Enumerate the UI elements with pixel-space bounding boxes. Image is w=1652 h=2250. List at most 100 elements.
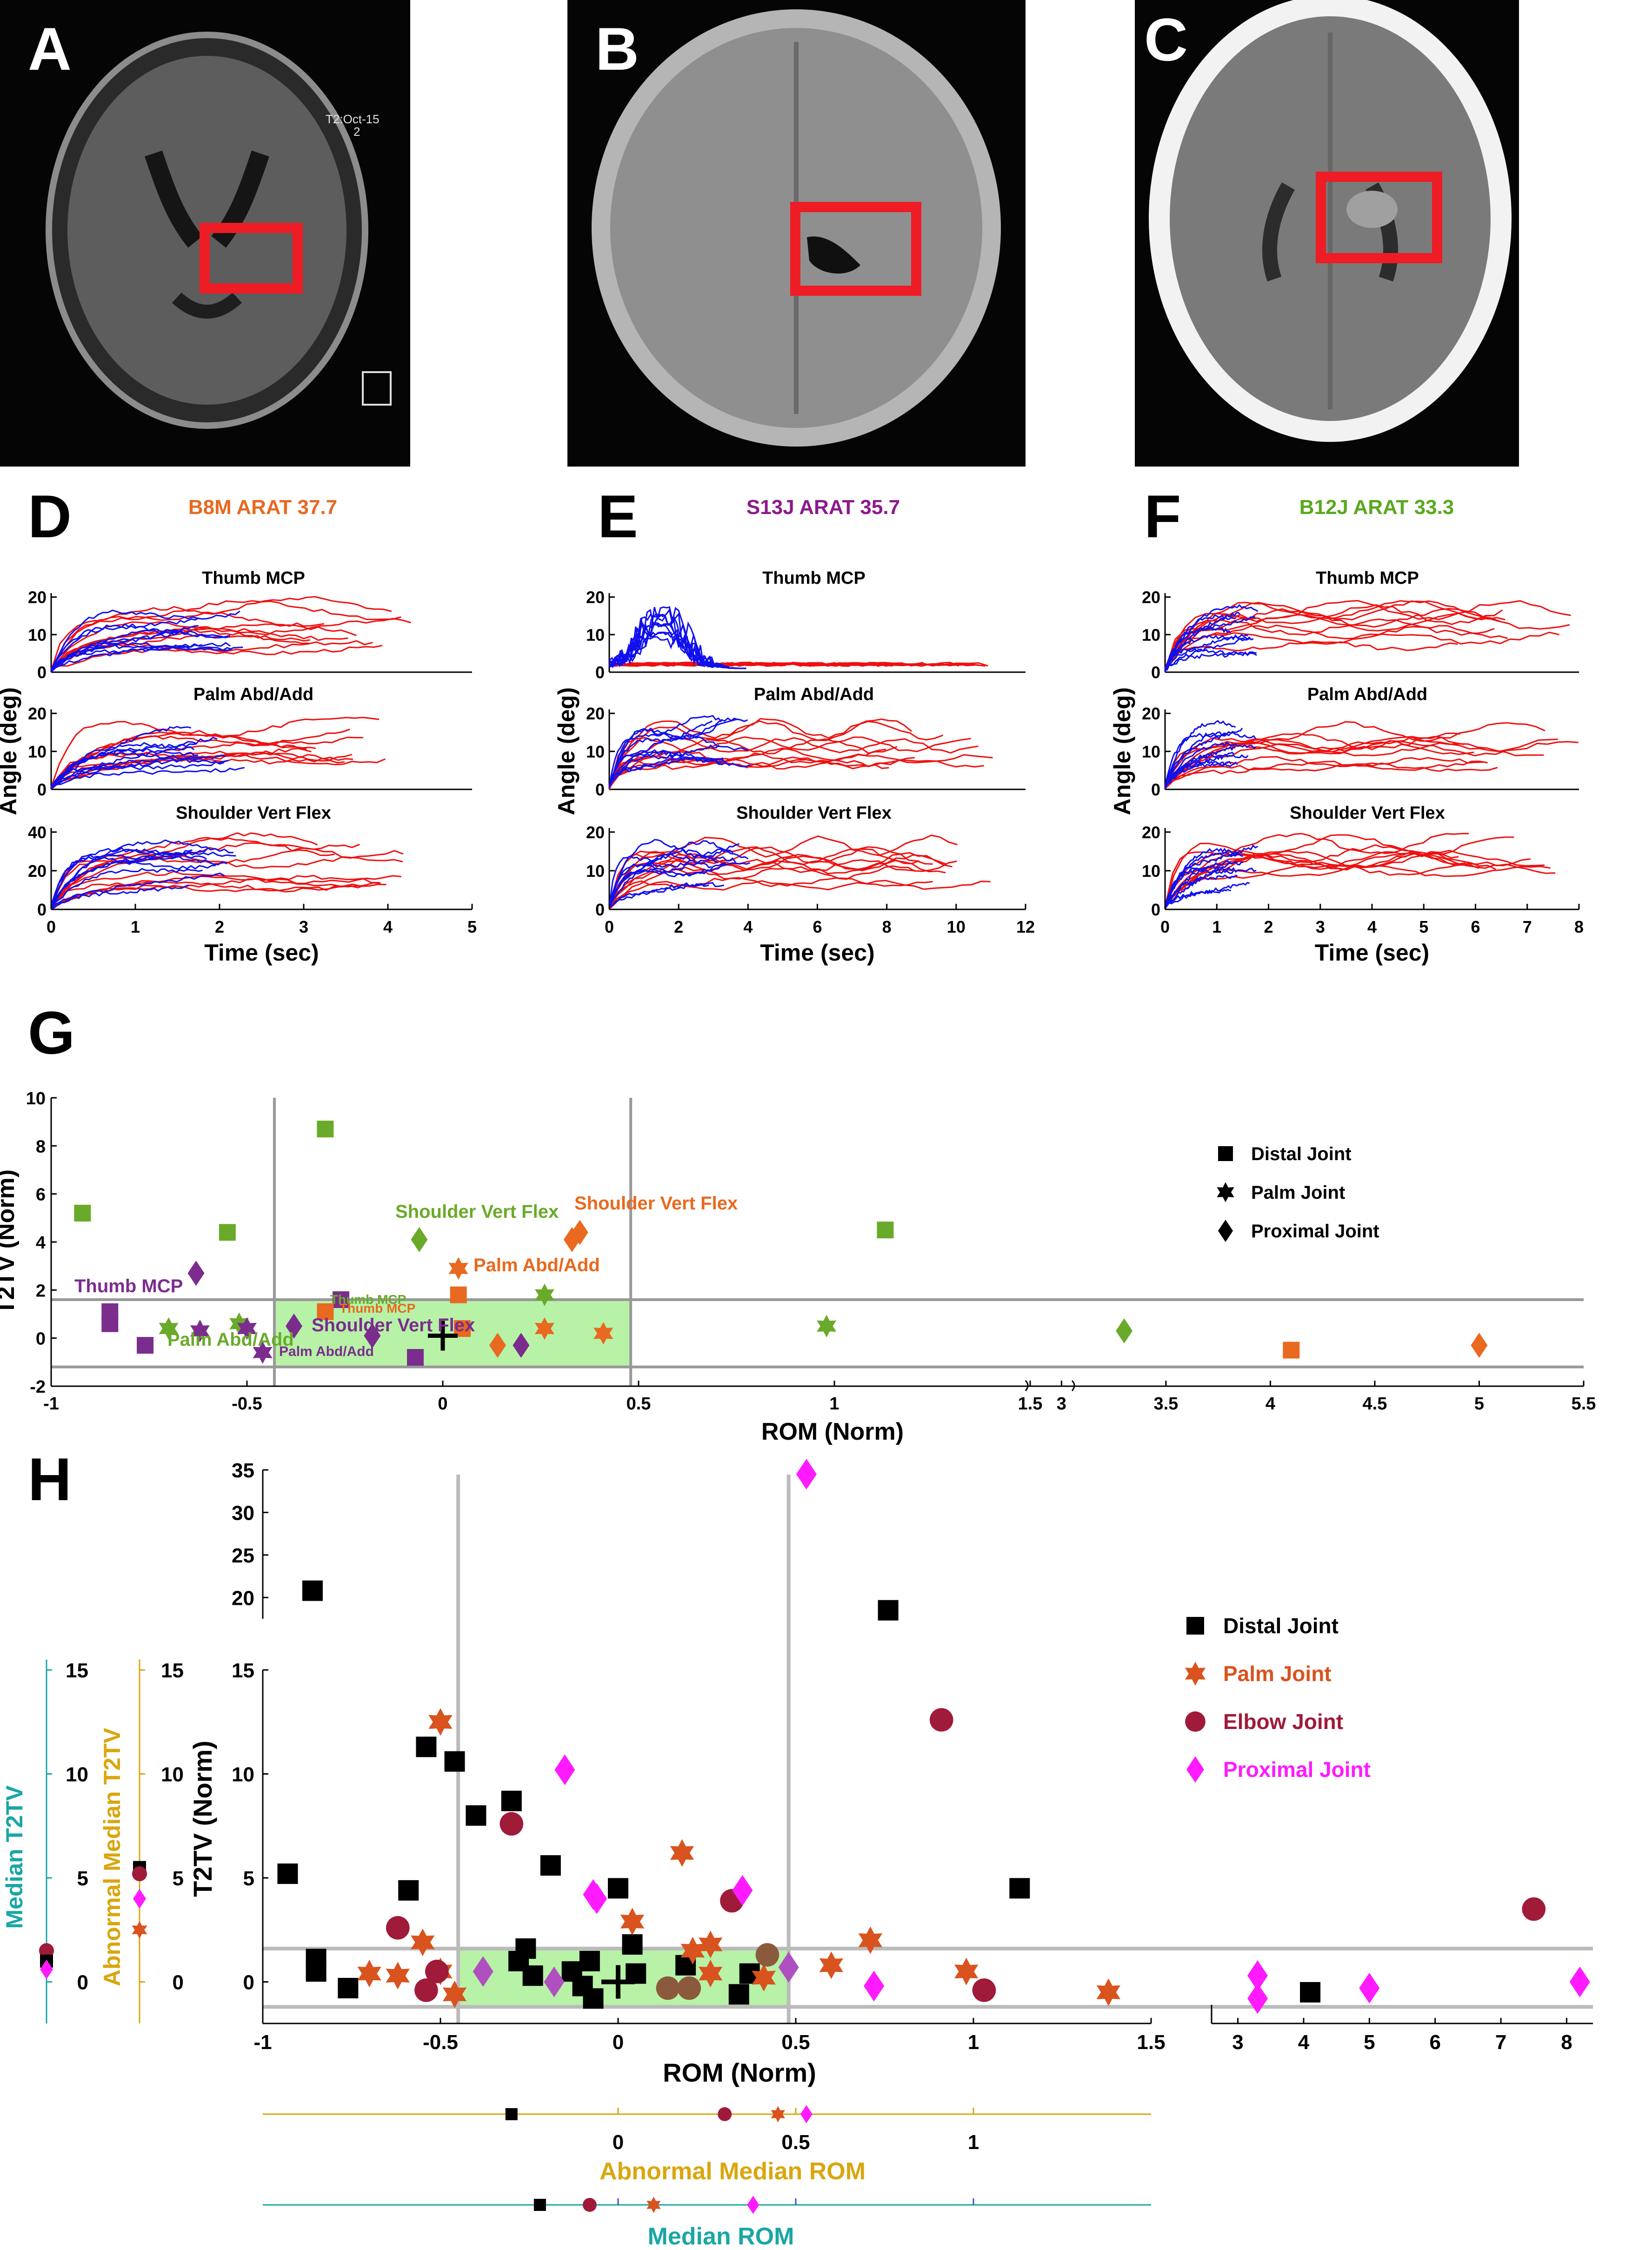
data-point-star bbox=[386, 1962, 410, 1990]
red-trace bbox=[50, 716, 380, 788]
red-trace bbox=[51, 645, 383, 670]
subplot-title: Thumb MCP bbox=[202, 568, 305, 588]
legend-star-marker bbox=[1217, 1182, 1234, 1202]
red-trace bbox=[1164, 613, 1570, 671]
legend-label: Palm Joint bbox=[1251, 1182, 1345, 1203]
x-tick-label: 0.5 bbox=[626, 1394, 651, 1414]
red-trace bbox=[1164, 861, 1556, 909]
blue-trace bbox=[1164, 860, 1244, 908]
data-point-square bbox=[878, 1600, 899, 1621]
origin-cross-marker bbox=[428, 1321, 458, 1351]
red-trace bbox=[608, 759, 889, 789]
data-point-star bbox=[357, 1960, 381, 1988]
red-trace bbox=[608, 854, 947, 908]
data-point-square bbox=[302, 1580, 323, 1601]
panel-letter-e: E bbox=[598, 482, 638, 550]
y-tick-label: 10 bbox=[28, 625, 47, 644]
data-point-square bbox=[515, 1938, 536, 1959]
y-tick-label: 20 bbox=[1142, 588, 1160, 607]
subplot-f-1: Thumb MCP 0 10 20 bbox=[1142, 568, 1579, 682]
abnormal-median-t2tv-label: Abnormal Median T2TV bbox=[99, 1728, 125, 1986]
blue-trace bbox=[1164, 604, 1259, 670]
data-point-square bbox=[137, 1337, 154, 1354]
blue-trace bbox=[1164, 881, 1250, 908]
x-tick-label: 8 bbox=[882, 917, 892, 936]
subplot-title: Shoulder Vert Flex bbox=[1290, 803, 1445, 823]
origin-cross-marker bbox=[601, 1965, 635, 1999]
data-point-diamond bbox=[571, 1220, 588, 1245]
red-trace bbox=[608, 846, 920, 907]
data-point-square bbox=[1300, 1982, 1321, 2003]
data-point-square bbox=[398, 1880, 419, 1901]
data-point-square bbox=[877, 1222, 894, 1239]
x-tick-label: 8 bbox=[1574, 917, 1584, 936]
data-point-square bbox=[1283, 1342, 1300, 1359]
blue-trace bbox=[50, 646, 232, 673]
legend-label: Distal Joint bbox=[1251, 1144, 1352, 1164]
red-trace bbox=[50, 842, 403, 907]
blue-trace bbox=[608, 720, 713, 787]
y-axis-label: T2TV (Norm) bbox=[0, 1169, 20, 1315]
x-tick-label: 2 bbox=[1264, 917, 1273, 936]
data-point-circle bbox=[929, 1708, 953, 1732]
x-tick-label: 6 bbox=[1471, 917, 1480, 936]
red-trace bbox=[1164, 852, 1496, 908]
red-trace bbox=[608, 880, 991, 910]
data-point-square bbox=[444, 1751, 465, 1772]
data-point-star bbox=[752, 1963, 776, 1992]
panel-letter-b: B bbox=[595, 15, 639, 83]
y-axis-label: Angle (deg) bbox=[1109, 688, 1135, 815]
side-y-tick-label: 10 bbox=[161, 1763, 184, 1786]
side-y-tick-label: 15 bbox=[161, 1659, 184, 1682]
data-point-square bbox=[277, 1863, 298, 1884]
subplot-title: Palm Abd/Add bbox=[193, 685, 313, 704]
x-axis-label: ROM (Norm) bbox=[663, 2058, 816, 2087]
red-trace bbox=[50, 875, 381, 908]
x-tick-label: 1.5 bbox=[1018, 1394, 1043, 1414]
median-t2tv-marker bbox=[40, 1959, 53, 1979]
blue-trace bbox=[608, 755, 751, 788]
y-tick-label: 0 bbox=[243, 1971, 254, 1994]
red-trace bbox=[1164, 624, 1508, 669]
y-tick-label: 0 bbox=[1151, 780, 1160, 799]
panel-d-title: B8M ARAT 37.7 bbox=[188, 496, 337, 519]
legend-label: Palm Joint bbox=[1223, 1662, 1332, 1686]
blue-trace bbox=[608, 856, 736, 909]
y-tick-label: -2 bbox=[30, 1377, 46, 1397]
data-point-diamond bbox=[1471, 1333, 1488, 1358]
x-ticks: 0 1 2 3 4 5 6 7 8 bbox=[1160, 904, 1584, 936]
red-trace bbox=[608, 865, 916, 908]
red-trace bbox=[50, 634, 309, 671]
data-point-circle bbox=[500, 1812, 524, 1836]
y-tick-label: 20 bbox=[28, 861, 47, 881]
data-point-square bbox=[579, 1950, 600, 1971]
red-trace bbox=[1164, 844, 1466, 906]
blue-trace bbox=[608, 848, 734, 909]
axis-break-marks bbox=[1025, 1380, 1075, 1391]
blue-trace bbox=[1164, 626, 1232, 671]
red-trace bbox=[1164, 721, 1545, 788]
data-point-diamond bbox=[732, 1875, 753, 1906]
panel-letter-c: C bbox=[1144, 6, 1188, 73]
blue-trace bbox=[1165, 636, 1250, 671]
data-point-diamond bbox=[187, 1261, 205, 1286]
x-tick-label: -1 bbox=[253, 2031, 272, 2054]
blue-trace bbox=[609, 882, 725, 908]
blue-trace bbox=[1164, 648, 1257, 671]
data-point-square bbox=[501, 1790, 522, 1811]
data-point-diamond bbox=[1247, 1983, 1268, 2014]
panel-letter-g: G bbox=[28, 999, 75, 1067]
legend-circle-marker bbox=[1185, 1711, 1206, 1732]
x-ticks: 0 1 2 3 4 5 bbox=[47, 904, 477, 936]
blue-trace bbox=[1164, 741, 1257, 788]
rom-tick-label: 1 bbox=[968, 2131, 979, 2154]
x-tick-label: 1.5 bbox=[1137, 2031, 1165, 2054]
point-annotation: Thumb MCP bbox=[74, 1276, 183, 1296]
y-tick-label: 0 bbox=[36, 1329, 46, 1349]
data-point-circle bbox=[972, 1978, 996, 2002]
red-trace bbox=[51, 875, 380, 907]
x-tick-label: 0 bbox=[438, 1394, 447, 1414]
data-point-star bbox=[680, 1936, 705, 1965]
blue-trace bbox=[609, 623, 714, 668]
